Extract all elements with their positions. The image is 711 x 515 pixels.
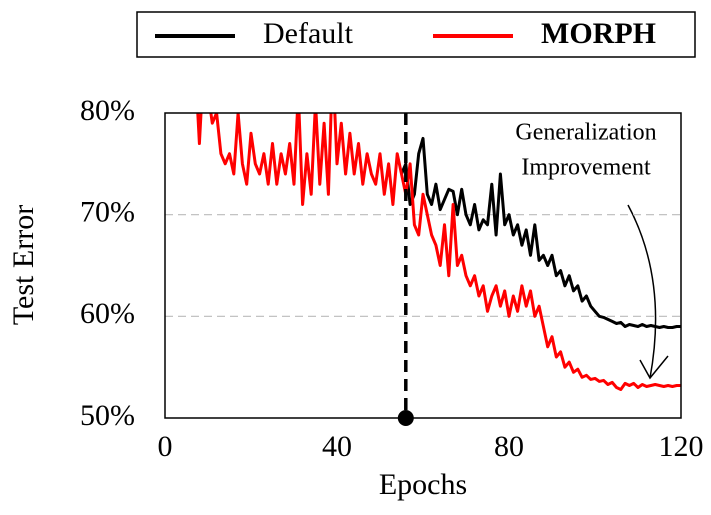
y-tick-label: 60% bbox=[80, 297, 135, 330]
y-tick-label: 80% bbox=[80, 94, 135, 127]
y-tick-label: 70% bbox=[80, 196, 135, 229]
annotation: Generalization bbox=[515, 120, 656, 146]
x-tick-label: 80 bbox=[494, 430, 524, 463]
x-tick-label: 0 bbox=[158, 430, 173, 463]
x-axis-label: Epochs bbox=[379, 468, 467, 501]
y-tick-label: 50% bbox=[80, 399, 135, 432]
annotation: Improvement bbox=[521, 155, 651, 181]
x-tick-label: 120 bbox=[659, 430, 704, 463]
plot-frame bbox=[164, 112, 682, 419]
x-tick-label: 40 bbox=[322, 430, 352, 463]
plot-lines bbox=[196, 113, 681, 391]
series-line bbox=[400, 136, 681, 329]
annotation-arrow bbox=[627, 204, 657, 379]
annotation-arrowhead bbox=[639, 355, 669, 380]
y-axis-label: Test Error bbox=[7, 205, 40, 325]
legend-label: Default bbox=[263, 17, 354, 50]
legend-box bbox=[136, 11, 696, 58]
series-line bbox=[196, 113, 681, 391]
legend-label: MORPH bbox=[541, 17, 656, 50]
